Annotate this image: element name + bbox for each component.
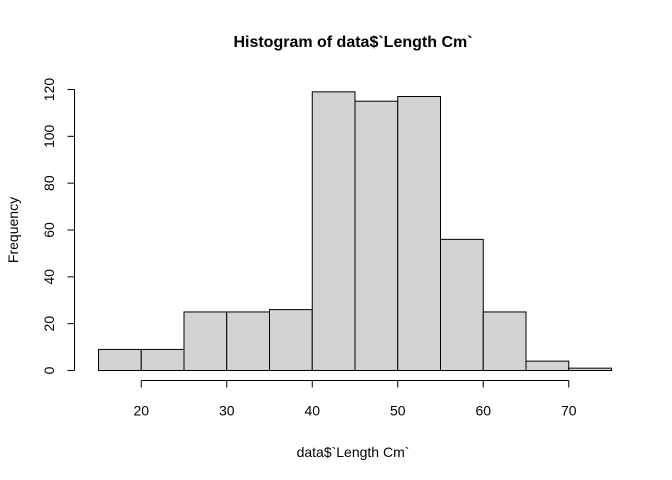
- chart-title: Histogram of data$`Length Cm`: [233, 34, 472, 51]
- x-axis-label: data$`Length Cm`: [297, 444, 410, 460]
- y-tick-label: 40: [41, 269, 57, 285]
- bars-group: [98, 91, 612, 372]
- histogram-bar-50-55: [397, 96, 441, 372]
- y-tick-label: 0: [41, 366, 57, 374]
- x-tick-label: 60: [475, 403, 491, 419]
- histogram-bar-55-60: [440, 238, 484, 371]
- histogram-bar-45-50: [354, 100, 399, 371]
- x-tick-label: 20: [133, 403, 149, 419]
- y-axis-label: Frequency: [5, 197, 21, 263]
- x-tick-label: 70: [561, 403, 577, 419]
- histogram-bar-70-75: [568, 367, 612, 371]
- histogram-bar-20-25: [140, 348, 185, 371]
- histogram-bar-40-45: [311, 91, 356, 371]
- x-axis: 20 30 40 50 60 70: [133, 380, 577, 419]
- histogram-bar-35-40: [269, 309, 313, 372]
- histogram-bar-30-35: [226, 311, 270, 372]
- x-tick-label: 30: [219, 403, 235, 419]
- histogram-bar-15-20: [98, 348, 142, 371]
- y-tick-label: 120: [41, 78, 57, 102]
- y-tick-label: 100: [41, 124, 57, 148]
- y-axis: 0 20 40 60 80 100 120: [41, 78, 75, 374]
- y-tick-label: 60: [41, 222, 57, 238]
- y-tick-label: 20: [41, 316, 57, 332]
- y-tick-label: 80: [41, 175, 57, 191]
- histogram-bar-65-70: [525, 360, 570, 371]
- x-tick-label: 50: [390, 403, 406, 419]
- histogram-bar-25-30: [183, 311, 228, 372]
- histogram-bar-60-65: [482, 311, 527, 372]
- x-tick-label: 40: [304, 403, 320, 419]
